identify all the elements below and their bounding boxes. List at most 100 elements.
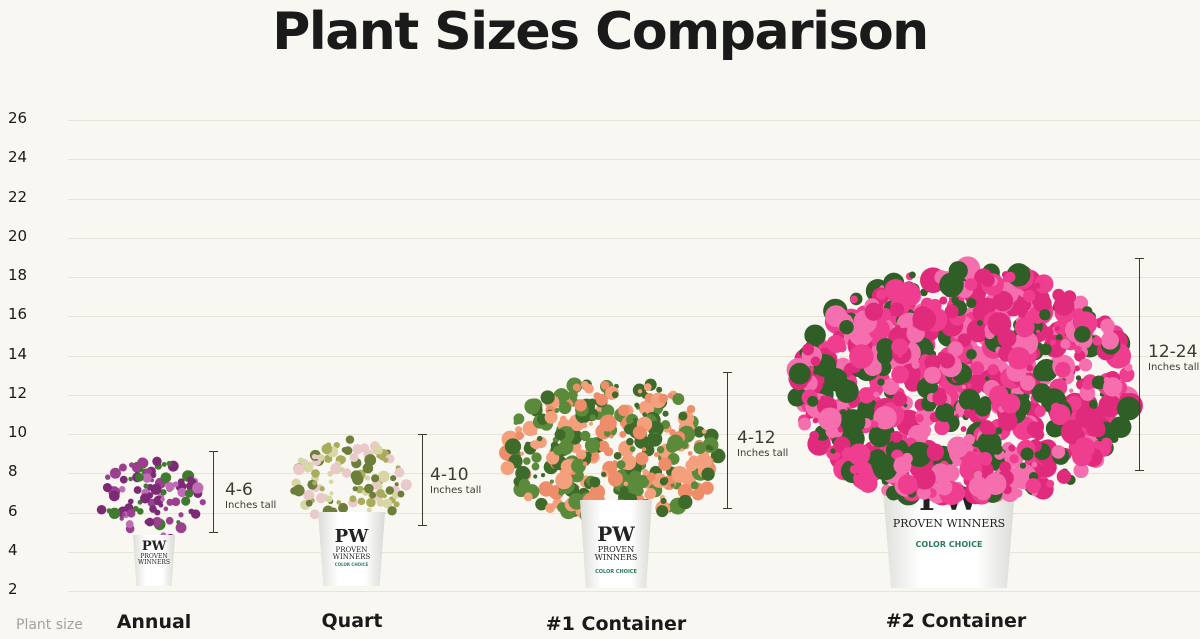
gridline (68, 159, 1200, 161)
foliage-mark (582, 461, 588, 467)
pot-sub: COLOR CHOICE (334, 561, 369, 567)
foliage-mark (394, 482, 399, 487)
foliage-mark (145, 517, 155, 527)
foliage-mark (947, 341, 964, 357)
foliage-mark (355, 485, 364, 494)
foliage-mark (957, 333, 972, 347)
foliage-mark (984, 376, 990, 381)
foliage-mark (871, 420, 879, 428)
container2-foliage (786, 256, 1143, 506)
foliage-mark (891, 338, 909, 356)
foliage-mark (892, 391, 908, 407)
foliage-mark (371, 474, 380, 483)
range-label-quart: 4-10 Inches tall (430, 465, 481, 496)
foliage-mark (609, 434, 614, 439)
foliage-mark (523, 492, 533, 502)
foliage-mark (136, 508, 144, 515)
foliage-mark (1033, 294, 1052, 313)
foliage-mark (947, 436, 969, 458)
range-value: 12-24 (1148, 342, 1198, 362)
foliage-mark (963, 408, 973, 419)
foliage-mark (108, 507, 121, 519)
foliage-mark (1046, 479, 1055, 488)
foliage-mark (321, 443, 333, 455)
foliage-mark (366, 507, 372, 513)
foliage-mark (913, 467, 936, 490)
foliage-mark (125, 520, 134, 528)
foliage-mark (966, 318, 991, 343)
foliage-mark (967, 383, 972, 388)
foliage-mark (338, 455, 347, 464)
foliage-mark (978, 451, 993, 466)
foliage-mark (336, 500, 342, 505)
foliage-mark (992, 290, 1014, 312)
foliage-mark (807, 395, 819, 407)
foliage-mark (589, 476, 601, 488)
foliage-mark (818, 407, 842, 431)
foliage-mark (1055, 334, 1063, 341)
foliage-mark (357, 497, 366, 506)
foliage-mark (311, 469, 320, 478)
foliage-mark (560, 459, 575, 474)
foliage-mark (1013, 488, 1023, 498)
foliage-mark (589, 414, 596, 421)
range-value: 4-6 (225, 480, 253, 500)
foliage-mark (364, 483, 374, 494)
foliage-mark (177, 478, 185, 486)
foliage-mark (686, 405, 696, 414)
foliage-mark (690, 481, 699, 490)
foliage-mark (839, 320, 854, 335)
foliage-mark (643, 383, 652, 392)
foliage-mark (549, 486, 558, 495)
gridline (68, 394, 1200, 396)
foliage-mark (1004, 271, 1016, 283)
foliage-mark (1073, 462, 1089, 479)
foliage-mark (651, 433, 660, 442)
foliage-mark (1100, 331, 1120, 350)
foliage-mark (658, 457, 672, 471)
foliage-mark (328, 479, 334, 485)
foliage-mark (160, 472, 172, 483)
foliage-mark (961, 384, 967, 390)
foliage-mark (1075, 375, 1082, 381)
foliage-mark (623, 481, 629, 487)
foliage-mark (999, 461, 1012, 474)
foliage-mark (119, 516, 124, 521)
foliage-mark (873, 391, 880, 398)
foliage-mark (515, 431, 524, 441)
foliage-mark (840, 409, 866, 435)
foliage-mark (687, 451, 693, 456)
foliage-mark (1075, 406, 1097, 429)
foliage-mark (868, 425, 891, 448)
foliage-mark (876, 289, 887, 300)
foliage-mark (599, 414, 617, 432)
foliage-mark (810, 356, 821, 367)
foliage-mark (533, 474, 538, 479)
foliage-mark (523, 457, 531, 465)
foliage-mark (635, 451, 649, 466)
foliage-mark (677, 483, 693, 499)
quart-pot: PW PROVEN WINNERS COLOR CHOICE (318, 512, 385, 586)
foliage-mark (128, 476, 133, 482)
y-tick-label: 24 (8, 148, 28, 167)
container1-pot: PW PROVEN WINNERS COLOR CHOICE (580, 500, 652, 588)
foliage-mark (645, 488, 657, 500)
foliage-mark (1039, 309, 1051, 321)
foliage-mark (109, 467, 121, 479)
foliage-mark (166, 498, 174, 506)
foliage-mark (638, 400, 655, 416)
foliage-mark (603, 447, 614, 457)
foliage-mark (369, 491, 377, 499)
annual-foliage (96, 456, 206, 543)
foliage-mark (891, 365, 910, 384)
foliage-mark (329, 491, 334, 496)
foliage-mark (349, 495, 357, 503)
foliage-mark (530, 440, 539, 449)
foliage-mark (572, 383, 581, 392)
foliage-mark (317, 453, 325, 462)
foliage-mark (629, 446, 636, 452)
foliage-mark (178, 512, 184, 518)
foliage-mark (553, 445, 564, 456)
foliage-mark (813, 369, 819, 375)
